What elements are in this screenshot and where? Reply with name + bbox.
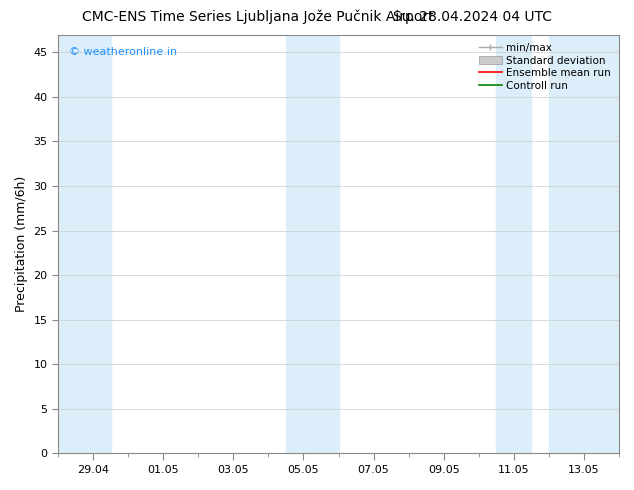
Text: CMC-ENS Time Series Ljubljana Jože Pučnik Airport: CMC-ENS Time Series Ljubljana Jože Pučni… [82,10,434,24]
Text: Su. 28.04.2024 04 UTC: Su. 28.04.2024 04 UTC [392,10,552,24]
Y-axis label: Precipitation (mm/6h): Precipitation (mm/6h) [15,176,28,312]
Bar [549,35,619,453]
Bar [286,35,339,453]
Bar [496,35,531,453]
Legend: min/max, Standard deviation, Ensemble mean run, Controll run: min/max, Standard deviation, Ensemble me… [476,40,614,94]
Text: © weatheronline.in: © weatheronline.in [69,47,178,57]
Bar [58,35,111,453]
